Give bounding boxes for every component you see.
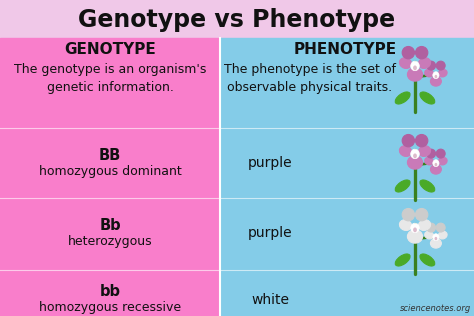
Ellipse shape <box>413 65 417 70</box>
Ellipse shape <box>400 220 411 230</box>
Bar <box>0 0 474 38</box>
Ellipse shape <box>438 231 447 239</box>
Text: homozygous dominant: homozygous dominant <box>38 165 182 178</box>
Ellipse shape <box>407 68 423 81</box>
Ellipse shape <box>419 220 430 230</box>
Ellipse shape <box>433 234 439 240</box>
Ellipse shape <box>430 239 441 248</box>
Ellipse shape <box>411 61 419 71</box>
Ellipse shape <box>436 223 445 232</box>
Ellipse shape <box>420 92 435 104</box>
Ellipse shape <box>402 46 415 59</box>
Text: Genotype vs Phenotype: Genotype vs Phenotype <box>78 8 396 32</box>
Text: Bb: Bb <box>99 217 121 233</box>
Ellipse shape <box>438 69 447 77</box>
Ellipse shape <box>435 237 438 240</box>
Ellipse shape <box>407 230 423 243</box>
Ellipse shape <box>438 157 447 165</box>
Ellipse shape <box>400 146 411 156</box>
Text: purple: purple <box>248 156 292 170</box>
Text: BB: BB <box>99 148 121 162</box>
Ellipse shape <box>411 149 419 159</box>
Ellipse shape <box>400 58 411 69</box>
Ellipse shape <box>413 154 417 158</box>
Ellipse shape <box>436 149 445 158</box>
Ellipse shape <box>420 180 435 192</box>
Ellipse shape <box>425 157 433 165</box>
Ellipse shape <box>433 72 439 79</box>
Ellipse shape <box>416 46 428 59</box>
Ellipse shape <box>395 180 410 192</box>
Text: homozygous recessive: homozygous recessive <box>39 301 181 314</box>
Text: The phenotype is the set of
observable physical traits.: The phenotype is the set of observable p… <box>224 63 396 94</box>
Ellipse shape <box>419 146 430 156</box>
Ellipse shape <box>416 209 428 221</box>
Ellipse shape <box>407 156 423 169</box>
Bar <box>0 38 220 316</box>
Ellipse shape <box>425 231 433 239</box>
Ellipse shape <box>402 209 415 221</box>
Ellipse shape <box>395 92 410 104</box>
Ellipse shape <box>435 163 438 166</box>
Text: The genotype is an organism's
genetic information.: The genotype is an organism's genetic in… <box>14 63 206 94</box>
Ellipse shape <box>430 76 441 86</box>
Bar <box>220 38 474 316</box>
Ellipse shape <box>427 223 436 232</box>
Ellipse shape <box>416 135 428 147</box>
Text: white: white <box>251 293 289 307</box>
Text: GENOTYPE: GENOTYPE <box>64 42 156 58</box>
Ellipse shape <box>427 61 436 70</box>
Ellipse shape <box>411 223 419 233</box>
Text: purple: purple <box>248 226 292 240</box>
Ellipse shape <box>436 61 445 70</box>
Ellipse shape <box>420 254 435 266</box>
Ellipse shape <box>430 165 441 174</box>
Text: PHENOTYPE: PHENOTYPE <box>293 42 397 58</box>
Ellipse shape <box>413 228 417 232</box>
Ellipse shape <box>402 135 415 147</box>
Ellipse shape <box>433 160 439 167</box>
Ellipse shape <box>425 69 433 77</box>
Text: sciencenotes.org: sciencenotes.org <box>400 304 471 313</box>
Text: bb: bb <box>100 284 120 300</box>
Text: heterozygous: heterozygous <box>68 234 152 247</box>
Ellipse shape <box>435 75 438 78</box>
Ellipse shape <box>419 58 430 69</box>
Ellipse shape <box>395 254 410 266</box>
Ellipse shape <box>427 149 436 158</box>
